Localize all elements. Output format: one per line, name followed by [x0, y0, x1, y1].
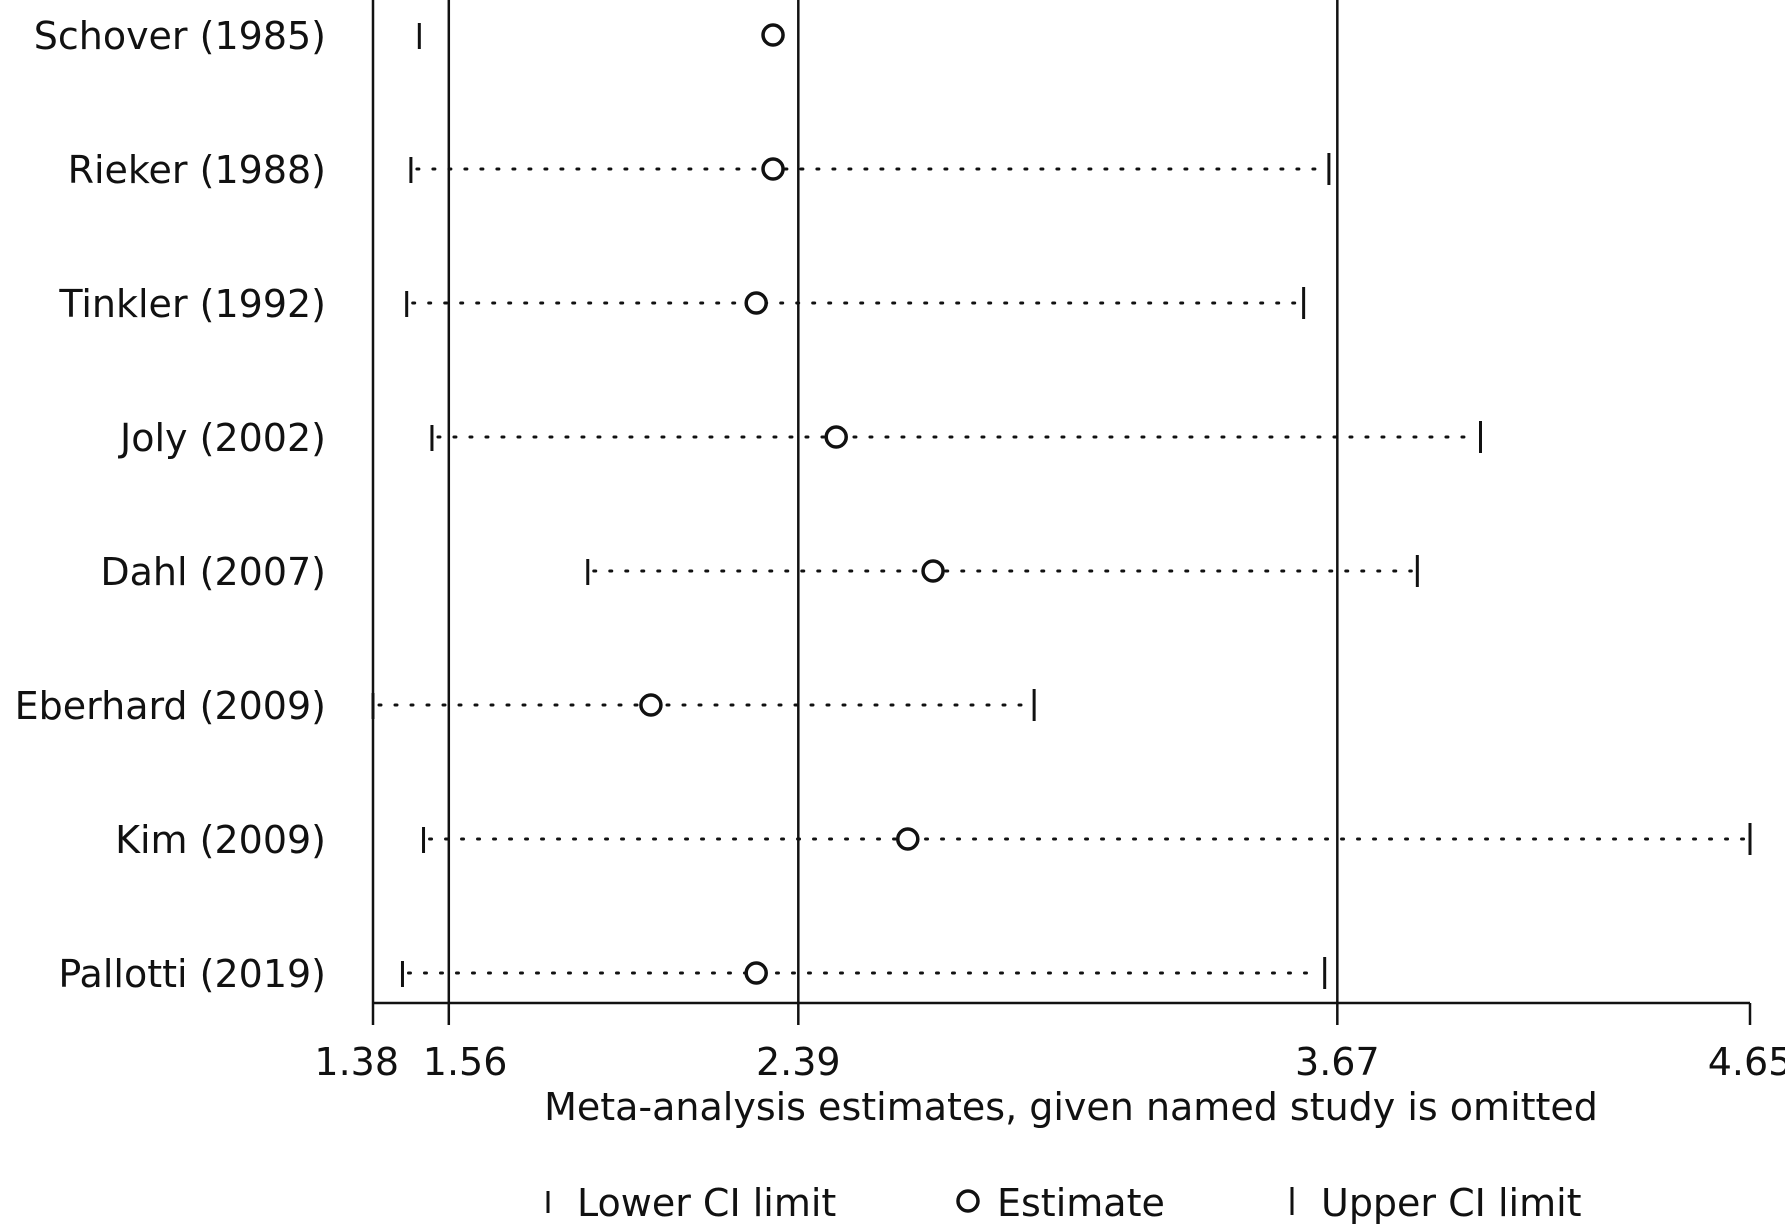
- estimate-mark-7: [744, 961, 768, 985]
- x-tick-label-0: 1.38: [314, 1040, 399, 1084]
- study-row-7: [400, 957, 1327, 989]
- study-row-0: [417, 23, 785, 49]
- study-label-2: Tinkler (1992): [58, 282, 326, 326]
- study-label-6: Kim (2009): [115, 818, 326, 862]
- legend-label-estimate: Estimate: [997, 1181, 1165, 1225]
- study-row-3: [430, 421, 1482, 453]
- study-label-5: Eberhard (2009): [15, 684, 326, 728]
- legend-estimate-icon: [956, 1189, 980, 1213]
- study-row-2: [405, 287, 1306, 319]
- x-tick-label-3: 3.67: [1295, 1040, 1380, 1084]
- x-tick-label-1: 1.56: [423, 1040, 508, 1084]
- study-label-4: Dahl (2007): [100, 550, 326, 594]
- x-axis-label: Meta-analysis estimates, given named stu…: [544, 1085, 1598, 1129]
- estimate-mark-2: [744, 291, 768, 315]
- estimate-mark-0: [761, 23, 785, 47]
- study-label-3: Joly (2002): [118, 416, 326, 460]
- study-rows: [371, 23, 1752, 989]
- reference-lines: [371, 0, 1339, 1003]
- study-label-1: Rieker (1988): [68, 148, 326, 192]
- study-label-7: Pallotti (2019): [58, 952, 326, 996]
- x-axis: 1.38 1.56 2.39 3.67 4.65: [314, 1001, 1785, 1084]
- legend: Lower CI limit Estimate Upper CI limit: [546, 1181, 1582, 1225]
- study-row-4: [586, 555, 1419, 587]
- study-label-0: Schover (1985): [34, 14, 326, 58]
- estimate-mark-4: [921, 559, 945, 583]
- x-tick-label-4: 4.65: [1708, 1040, 1785, 1084]
- legend-label-upper: Upper CI limit: [1321, 1181, 1582, 1225]
- estimate-mark-5: [639, 693, 663, 717]
- x-tick-label-2: 2.39: [756, 1040, 841, 1084]
- study-labels: Schover (1985) Rieker (1988) Tinkler (1992…: [15, 14, 326, 996]
- estimate-mark-6: [896, 827, 920, 851]
- study-row-5: [371, 689, 1036, 721]
- study-row-6: [422, 823, 1752, 855]
- estimate-mark-1: [761, 157, 785, 181]
- estimate-mark-3: [824, 425, 848, 449]
- study-row-1: [409, 153, 1331, 185]
- legend-label-lower: Lower CI limit: [577, 1181, 836, 1225]
